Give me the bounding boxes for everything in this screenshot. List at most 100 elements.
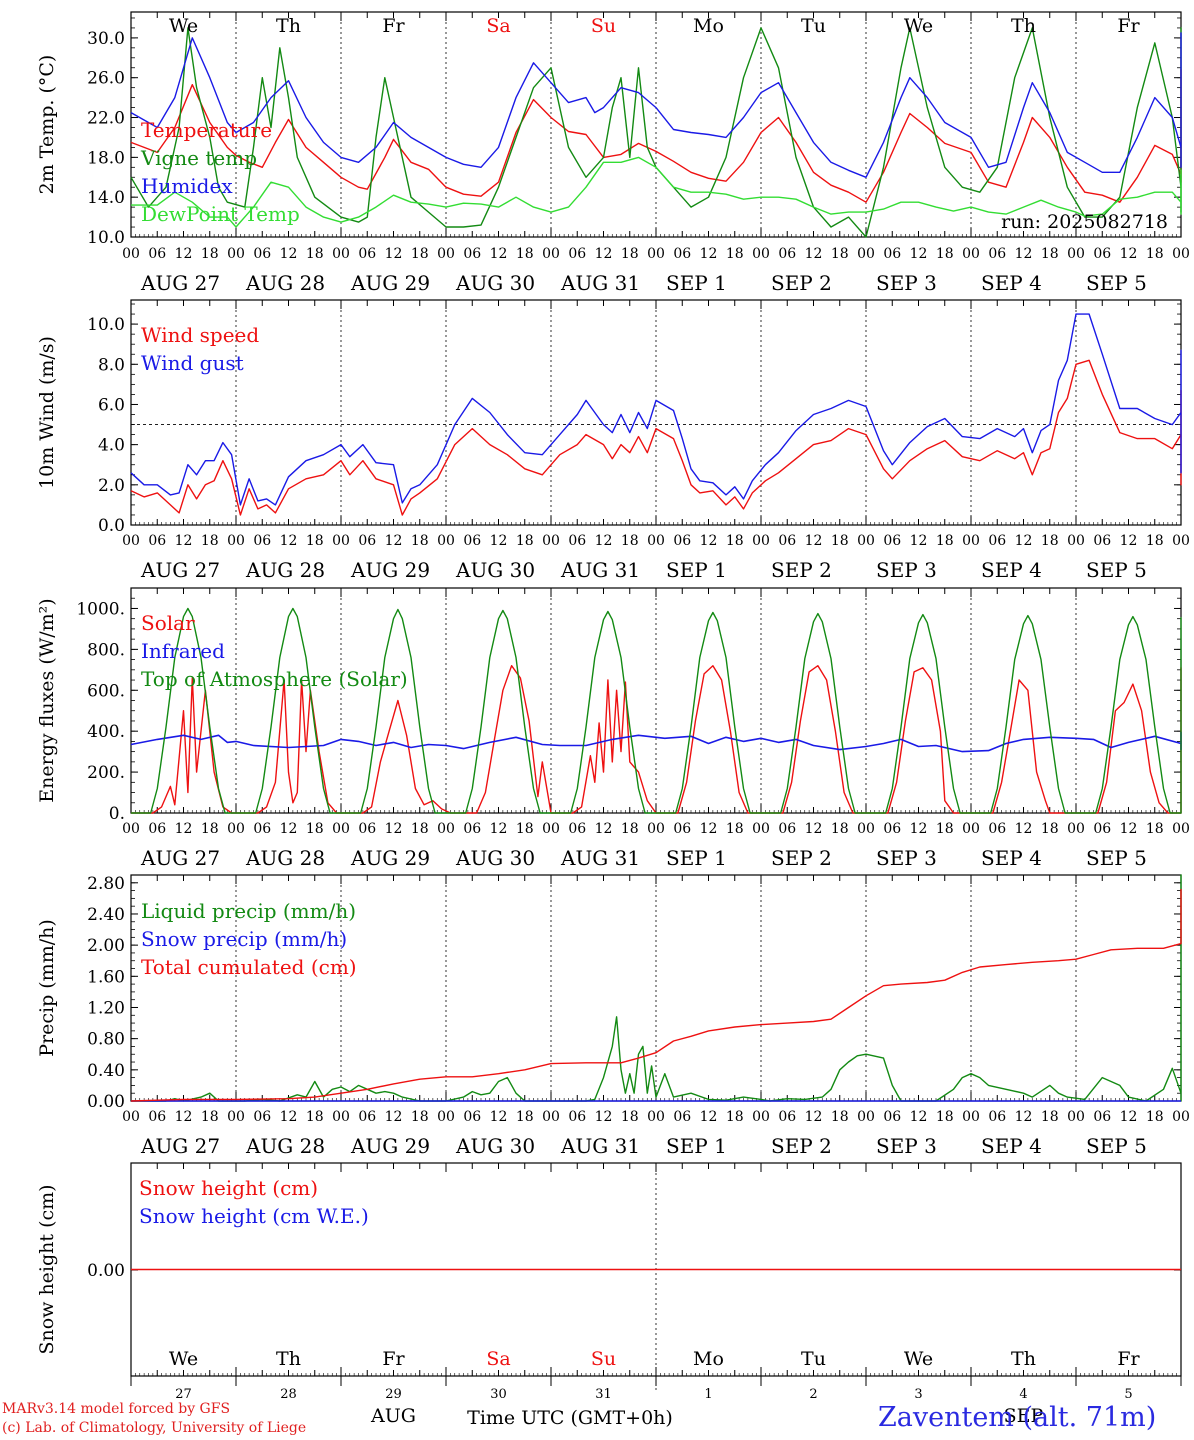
x-day-label: AUG 30 — [455, 846, 535, 870]
x-day-label: AUG 29 — [350, 846, 430, 870]
x-hour-label: 18 — [516, 1109, 534, 1125]
legend-entry: Top of Atmosphere (Solar) — [141, 667, 408, 691]
series-line-wind-speed — [130, 359, 1182, 516]
x-hour-label: 00 — [227, 246, 245, 262]
legend-entry: Wind speed — [141, 323, 259, 347]
x-hour-label: 18 — [1146, 821, 1164, 837]
x-hour-label: 18 — [621, 1109, 639, 1125]
weekday-label: Fr — [1117, 1348, 1140, 1370]
x-day-label: SEP 4 — [981, 846, 1042, 870]
legend-entry: Snow height (cm) — [139, 1176, 318, 1200]
y-tick-label: 6.0 — [98, 395, 125, 415]
y-tick-label: 10.0 — [87, 315, 125, 335]
y-tick-label: 2.80 — [87, 874, 125, 894]
x-hour-label: 12 — [385, 246, 403, 262]
x-hour-label: 06 — [883, 533, 901, 549]
x-hour-label: 18 — [1146, 533, 1164, 549]
y-tick-label: 800. — [87, 640, 125, 660]
x-hour-label: 12 — [910, 246, 928, 262]
x-day-label: AUG 29 — [350, 271, 430, 295]
day-number-label: 28 — [280, 1387, 297, 1402]
x-hour-label: 12 — [595, 533, 613, 549]
x-hour-label: 00 — [1172, 1109, 1190, 1125]
x-hour-label: 06 — [463, 533, 481, 549]
x-hour-label: 18 — [201, 1109, 219, 1125]
x-hour-label: 00 — [122, 1109, 140, 1125]
weekday-label: Fr — [382, 1348, 405, 1370]
x-day-label: SEP 2 — [771, 558, 832, 582]
panel-4 — [130, 874, 1182, 1102]
day-number-label: 31 — [595, 1387, 612, 1402]
y-tick-label: 0.80 — [87, 1030, 125, 1050]
x-day-label: SEP 3 — [876, 846, 937, 870]
x-hour-label: 06 — [883, 246, 901, 262]
x-hour-label: 18 — [516, 821, 534, 837]
panel-1 — [130, 11, 1182, 238]
x-hour-label: 12 — [1015, 1109, 1033, 1125]
x-hour-label: 06 — [358, 1109, 376, 1125]
weekday-label: Fr — [1117, 15, 1140, 37]
weekday-label: Th — [276, 15, 301, 37]
weekday-label: Tu — [801, 1348, 826, 1370]
x-hour-label: 06 — [778, 533, 796, 549]
x-hour-label: 00 — [752, 821, 770, 837]
x-hour-label: 12 — [910, 1109, 928, 1125]
x-hour-label: 12 — [700, 533, 718, 549]
x-hour-label: 00 — [437, 1109, 455, 1125]
y-axis-title: Energy fluxes (W/m²) — [36, 598, 58, 802]
x-hour-label: 06 — [988, 1109, 1006, 1125]
day-number-label: 4 — [1019, 1387, 1027, 1402]
x-hour-label: 18 — [411, 821, 429, 837]
day-number-label: 3 — [914, 1387, 922, 1402]
day-number-label: 29 — [385, 1387, 402, 1402]
x-hour-label: 18 — [621, 821, 639, 837]
x-hour-label: 18 — [936, 246, 954, 262]
x-hour-label: 06 — [568, 246, 586, 262]
x-hour-label: 18 — [621, 246, 639, 262]
x-hour-label: 12 — [805, 1109, 823, 1125]
x-day-label: SEP 1 — [666, 1134, 727, 1158]
x-hour-label: 18 — [831, 533, 849, 549]
day-number-label: 1 — [704, 1387, 712, 1402]
x-day-label: AUG 28 — [245, 271, 325, 295]
x-hour-label: 12 — [805, 821, 823, 837]
x-hour-label: 06 — [1093, 246, 1111, 262]
x-hour-label: 06 — [358, 246, 376, 262]
x-day-label: SEP 3 — [876, 271, 937, 295]
x-hour-label: 06 — [358, 821, 376, 837]
day-number-label: 2 — [809, 1387, 817, 1402]
x-hour-label: 06 — [568, 1109, 586, 1125]
x-day-label: AUG 27 — [140, 271, 220, 295]
x-hour-label: 12 — [1120, 246, 1138, 262]
y-tick-label: 400. — [87, 722, 125, 742]
x-hour-label: 18 — [726, 821, 744, 837]
x-hour-label: 12 — [280, 821, 298, 837]
x-hour-label: 00 — [647, 246, 665, 262]
x-hour-label: 18 — [411, 1109, 429, 1125]
x-hour-label: 12 — [175, 821, 193, 837]
x-hour-label: 12 — [700, 246, 718, 262]
x-hour-label: 12 — [280, 1109, 298, 1125]
x-hour-label: 06 — [568, 821, 586, 837]
x-hour-label: 00 — [332, 533, 350, 549]
weekday-label: We — [169, 1348, 198, 1370]
legend-entry: Humidex — [141, 174, 233, 198]
x-day-label: AUG 31 — [560, 558, 640, 582]
x-hour-label: 12 — [385, 821, 403, 837]
x-hour-label: 12 — [175, 1109, 193, 1125]
x-hour-label: 18 — [1041, 1109, 1059, 1125]
x-hour-label: 00 — [857, 1109, 875, 1125]
legend-entry: Total cumulated (cm) — [141, 955, 357, 979]
weekday-label: We — [169, 15, 198, 37]
x-day-label: AUG 28 — [245, 558, 325, 582]
legend-entry: Liquid precip (mm/h) — [141, 899, 356, 923]
y-tick-label: 1.60 — [87, 967, 125, 987]
legend-entry: Infrared — [141, 639, 225, 663]
x-hour-label: 12 — [175, 246, 193, 262]
series-line-top-of-atmosphere-solar — [131, 607, 1182, 814]
weekday-label: Th — [276, 1348, 301, 1370]
x-hour-label: 00 — [1067, 1109, 1085, 1125]
x-hour-label: 06 — [673, 1109, 691, 1125]
x-hour-label: 06 — [253, 821, 271, 837]
x-hour-label: 06 — [883, 821, 901, 837]
